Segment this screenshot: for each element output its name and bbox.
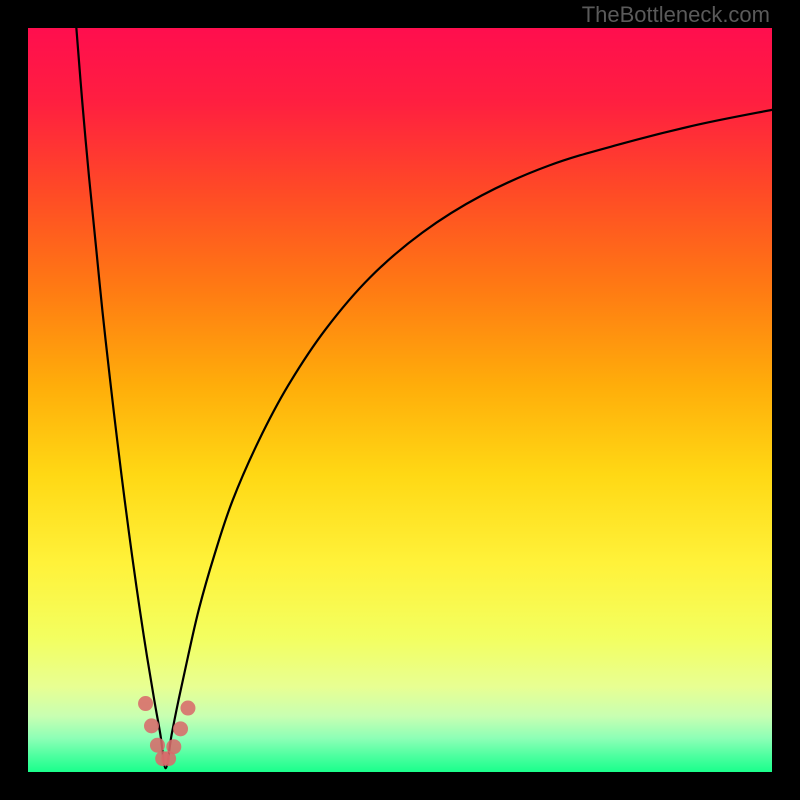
gradient-background	[28, 28, 772, 772]
bottleneck-marker	[144, 718, 159, 733]
bottleneck-marker	[138, 696, 153, 711]
plot-area	[28, 28, 772, 772]
bottleneck-marker	[150, 738, 165, 753]
bottleneck-marker	[180, 701, 195, 716]
bottleneck-marker	[166, 739, 181, 754]
bottleneck-chart-svg	[28, 28, 772, 772]
bottleneck-marker	[173, 721, 188, 736]
watermark-text: TheBottleneck.com	[582, 2, 770, 28]
chart-frame: TheBottleneck.com	[0, 0, 800, 800]
